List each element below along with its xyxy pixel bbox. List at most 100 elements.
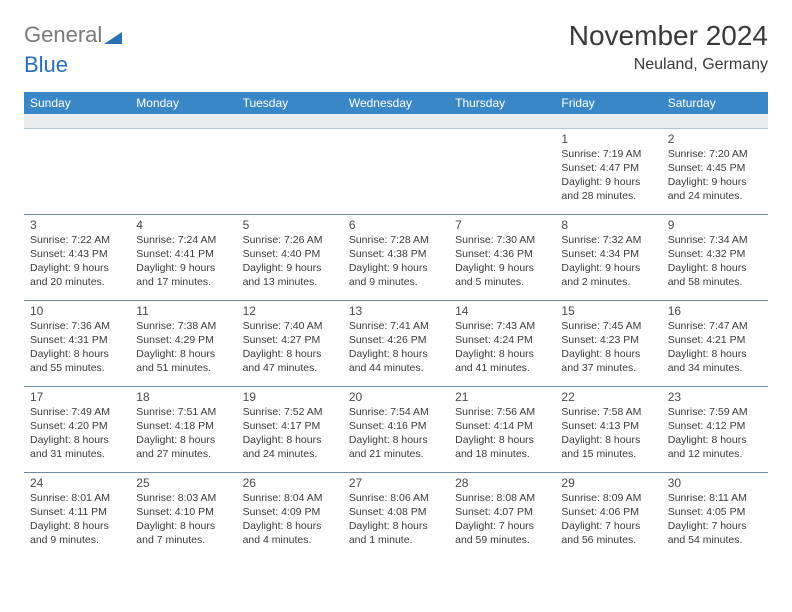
sunrise-line: Sunrise: 7:36 AM: [30, 319, 124, 333]
day-header: Friday: [555, 92, 661, 114]
day-detail: Sunrise: 8:09 AMSunset: 4:06 PMDaylight:…: [561, 491, 655, 548]
calendar-day: 13Sunrise: 7:41 AMSunset: 4:26 PMDayligh…: [343, 300, 449, 386]
day-detail: Sunrise: 7:40 AMSunset: 4:27 PMDaylight:…: [243, 319, 337, 376]
sunset-line: Sunset: 4:18 PM: [136, 419, 230, 433]
day-number: 22: [561, 390, 655, 404]
daylight-line: Daylight: 8 hours and 34 minutes.: [668, 347, 762, 375]
day-number: 1: [561, 132, 655, 146]
day-number: 11: [136, 304, 230, 318]
day-detail: Sunrise: 7:36 AMSunset: 4:31 PMDaylight:…: [30, 319, 124, 376]
calendar-day: 24Sunrise: 8:01 AMSunset: 4:11 PMDayligh…: [24, 472, 130, 558]
calendar-day: 14Sunrise: 7:43 AMSunset: 4:24 PMDayligh…: [449, 300, 555, 386]
calendar-day: 8Sunrise: 7:32 AMSunset: 4:34 PMDaylight…: [555, 214, 661, 300]
calendar-week: 24Sunrise: 8:01 AMSunset: 4:11 PMDayligh…: [24, 472, 768, 558]
calendar-day: 23Sunrise: 7:59 AMSunset: 4:12 PMDayligh…: [662, 386, 768, 472]
calendar-day: 28Sunrise: 8:08 AMSunset: 4:07 PMDayligh…: [449, 472, 555, 558]
calendar-day: 17Sunrise: 7:49 AMSunset: 4:20 PMDayligh…: [24, 386, 130, 472]
day-detail: Sunrise: 7:41 AMSunset: 4:26 PMDaylight:…: [349, 319, 443, 376]
sunrise-line: Sunrise: 7:40 AM: [243, 319, 337, 333]
daylight-line: Daylight: 8 hours and 21 minutes.: [349, 433, 443, 461]
sunset-line: Sunset: 4:20 PM: [30, 419, 124, 433]
day-number: 19: [243, 390, 337, 404]
sunrise-line: Sunrise: 8:09 AM: [561, 491, 655, 505]
calendar-day: 19Sunrise: 7:52 AMSunset: 4:17 PMDayligh…: [237, 386, 343, 472]
sunset-line: Sunset: 4:17 PM: [243, 419, 337, 433]
sunset-line: Sunset: 4:14 PM: [455, 419, 549, 433]
sunrise-line: Sunrise: 7:56 AM: [455, 405, 549, 419]
day-number: 13: [349, 304, 443, 318]
day-detail: Sunrise: 7:34 AMSunset: 4:32 PMDaylight:…: [668, 233, 762, 290]
sunrise-line: Sunrise: 7:32 AM: [561, 233, 655, 247]
day-number: 4: [136, 218, 230, 232]
logo-text-gray: General: [24, 22, 102, 47]
day-number: 7: [455, 218, 549, 232]
sunrise-line: Sunrise: 7:45 AM: [561, 319, 655, 333]
sunrise-line: Sunrise: 8:11 AM: [668, 491, 762, 505]
day-header: Saturday: [662, 92, 768, 114]
day-number: 12: [243, 304, 337, 318]
day-number: 29: [561, 476, 655, 490]
sunset-line: Sunset: 4:12 PM: [668, 419, 762, 433]
day-number: 26: [243, 476, 337, 490]
calendar-day: 7Sunrise: 7:30 AMSunset: 4:36 PMDaylight…: [449, 214, 555, 300]
sunrise-line: Sunrise: 7:20 AM: [668, 147, 762, 161]
daylight-line: Daylight: 8 hours and 12 minutes.: [668, 433, 762, 461]
calendar-day: 11Sunrise: 7:38 AMSunset: 4:29 PMDayligh…: [130, 300, 236, 386]
daylight-line: Daylight: 8 hours and 15 minutes.: [561, 433, 655, 461]
logo-text: General Blue: [24, 22, 122, 78]
calendar-day: 30Sunrise: 8:11 AMSunset: 4:05 PMDayligh…: [662, 472, 768, 558]
sunset-line: Sunset: 4:09 PM: [243, 505, 337, 519]
day-number: 15: [561, 304, 655, 318]
day-detail: Sunrise: 7:19 AMSunset: 4:47 PMDaylight:…: [561, 147, 655, 204]
calendar-day: 15Sunrise: 7:45 AMSunset: 4:23 PMDayligh…: [555, 300, 661, 386]
sunset-line: Sunset: 4:45 PM: [668, 161, 762, 175]
daylight-line: Daylight: 8 hours and 51 minutes.: [136, 347, 230, 375]
calendar-day-empty: [237, 128, 343, 214]
calendar-week: 10Sunrise: 7:36 AMSunset: 4:31 PMDayligh…: [24, 300, 768, 386]
calendar-day-empty: [343, 128, 449, 214]
day-detail: Sunrise: 7:58 AMSunset: 4:13 PMDaylight:…: [561, 405, 655, 462]
sunrise-line: Sunrise: 7:43 AM: [455, 319, 549, 333]
daylight-line: Daylight: 9 hours and 17 minutes.: [136, 261, 230, 289]
day-header: Sunday: [24, 92, 130, 114]
day-detail: Sunrise: 7:22 AMSunset: 4:43 PMDaylight:…: [30, 233, 124, 290]
day-detail: Sunrise: 7:59 AMSunset: 4:12 PMDaylight:…: [668, 405, 762, 462]
day-number: 3: [30, 218, 124, 232]
day-detail: Sunrise: 7:32 AMSunset: 4:34 PMDaylight:…: [561, 233, 655, 290]
daylight-line: Daylight: 9 hours and 13 minutes.: [243, 261, 337, 289]
daylight-line: Daylight: 7 hours and 56 minutes.: [561, 519, 655, 547]
daylight-line: Daylight: 8 hours and 31 minutes.: [30, 433, 124, 461]
header-spacer: [24, 114, 768, 128]
calendar-day: 25Sunrise: 8:03 AMSunset: 4:10 PMDayligh…: [130, 472, 236, 558]
daylight-line: Daylight: 9 hours and 2 minutes.: [561, 261, 655, 289]
calendar-day: 26Sunrise: 8:04 AMSunset: 4:09 PMDayligh…: [237, 472, 343, 558]
calendar-day: 6Sunrise: 7:28 AMSunset: 4:38 PMDaylight…: [343, 214, 449, 300]
day-detail: Sunrise: 7:56 AMSunset: 4:14 PMDaylight:…: [455, 405, 549, 462]
calendar-day: 3Sunrise: 7:22 AMSunset: 4:43 PMDaylight…: [24, 214, 130, 300]
day-detail: Sunrise: 7:49 AMSunset: 4:20 PMDaylight:…: [30, 405, 124, 462]
calendar-week: 3Sunrise: 7:22 AMSunset: 4:43 PMDaylight…: [24, 214, 768, 300]
day-number: 17: [30, 390, 124, 404]
day-detail: Sunrise: 8:06 AMSunset: 4:08 PMDaylight:…: [349, 491, 443, 548]
day-number: 14: [455, 304, 549, 318]
calendar-day: 5Sunrise: 7:26 AMSunset: 4:40 PMDaylight…: [237, 214, 343, 300]
day-header: Wednesday: [343, 92, 449, 114]
day-number: 9: [668, 218, 762, 232]
daylight-line: Daylight: 8 hours and 58 minutes.: [668, 261, 762, 289]
sunrise-line: Sunrise: 7:28 AM: [349, 233, 443, 247]
day-detail: Sunrise: 8:01 AMSunset: 4:11 PMDaylight:…: [30, 491, 124, 548]
sunset-line: Sunset: 4:47 PM: [561, 161, 655, 175]
daylight-line: Daylight: 8 hours and 37 minutes.: [561, 347, 655, 375]
logo: General Blue: [24, 22, 122, 78]
day-number: 10: [30, 304, 124, 318]
sunrise-line: Sunrise: 7:24 AM: [136, 233, 230, 247]
daylight-line: Daylight: 8 hours and 7 minutes.: [136, 519, 230, 547]
sunrise-line: Sunrise: 7:30 AM: [455, 233, 549, 247]
sunrise-line: Sunrise: 7:19 AM: [561, 147, 655, 161]
sunset-line: Sunset: 4:05 PM: [668, 505, 762, 519]
sunset-line: Sunset: 4:38 PM: [349, 247, 443, 261]
calendar-day: 12Sunrise: 7:40 AMSunset: 4:27 PMDayligh…: [237, 300, 343, 386]
sunset-line: Sunset: 4:34 PM: [561, 247, 655, 261]
calendar-week: 1Sunrise: 7:19 AMSunset: 4:47 PMDaylight…: [24, 128, 768, 214]
sunrise-line: Sunrise: 8:08 AM: [455, 491, 549, 505]
